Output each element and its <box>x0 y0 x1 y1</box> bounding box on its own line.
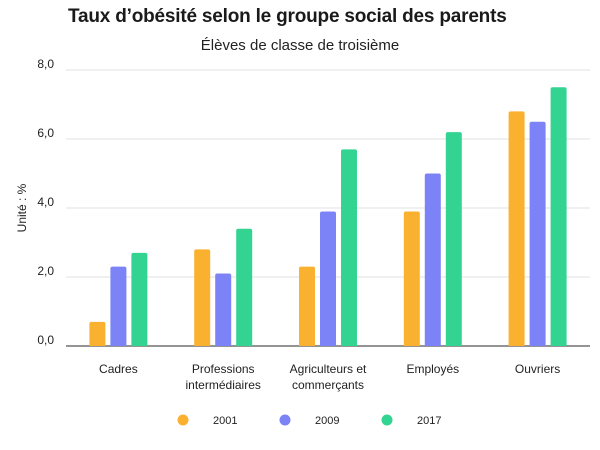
chart-title: Taux d’obésité selon le groupe social de… <box>68 6 507 27</box>
y-tick-label: 6,0 <box>37 126 54 140</box>
y-tick-label: 0,0 <box>37 333 54 347</box>
legend-label: 2009 <box>315 415 339 427</box>
legend-label: 2001 <box>213 415 237 427</box>
bar-2017 <box>341 149 357 346</box>
bar-2009 <box>110 266 127 346</box>
x-category-label: Employés <box>406 362 459 376</box>
legend: 2001 2009 2017 <box>177 414 441 427</box>
bar-2009 <box>215 273 232 346</box>
bar-2001 <box>508 111 525 347</box>
bar-2017 <box>236 228 253 346</box>
bars <box>89 87 567 347</box>
bar-2001 <box>194 249 211 346</box>
legend-swatch-2001 <box>177 414 189 426</box>
bar-2009 <box>320 211 336 346</box>
bar-2001 <box>403 211 420 346</box>
bar-2017 <box>131 252 148 346</box>
x-axis-labels: Cadres Professions intermédiaires Agriculte… <box>99 362 560 392</box>
x-category-label: Ouvriers <box>515 362 560 376</box>
y-tick-label: 2,0 <box>37 264 54 278</box>
legend-swatch-2017 <box>381 414 393 426</box>
y-axis-label: Unité : % <box>15 183 29 232</box>
y-tick-label: 4,0 <box>37 195 54 209</box>
x-category-label: Agriculteurs et commerçants <box>290 362 367 392</box>
x-category-label: Cadres <box>99 362 138 376</box>
y-tick-label: 8,0 <box>37 57 54 71</box>
y-axis-ticks: 0,0 2,0 4,0 6,0 8,0 <box>37 57 54 347</box>
bar-2009 <box>529 121 546 346</box>
bar-2017 <box>445 132 462 346</box>
legend-swatch-2009 <box>279 414 291 426</box>
chart-subtitle: Élèves de classe de troisième <box>200 37 400 54</box>
legend-label: 2017 <box>417 415 441 427</box>
bar-2017 <box>550 87 567 346</box>
bar-2001 <box>299 266 315 346</box>
bar-2009 <box>424 173 441 346</box>
bar-2001 <box>89 321 106 346</box>
x-category-label: Professions intermédiaires <box>186 362 261 392</box>
